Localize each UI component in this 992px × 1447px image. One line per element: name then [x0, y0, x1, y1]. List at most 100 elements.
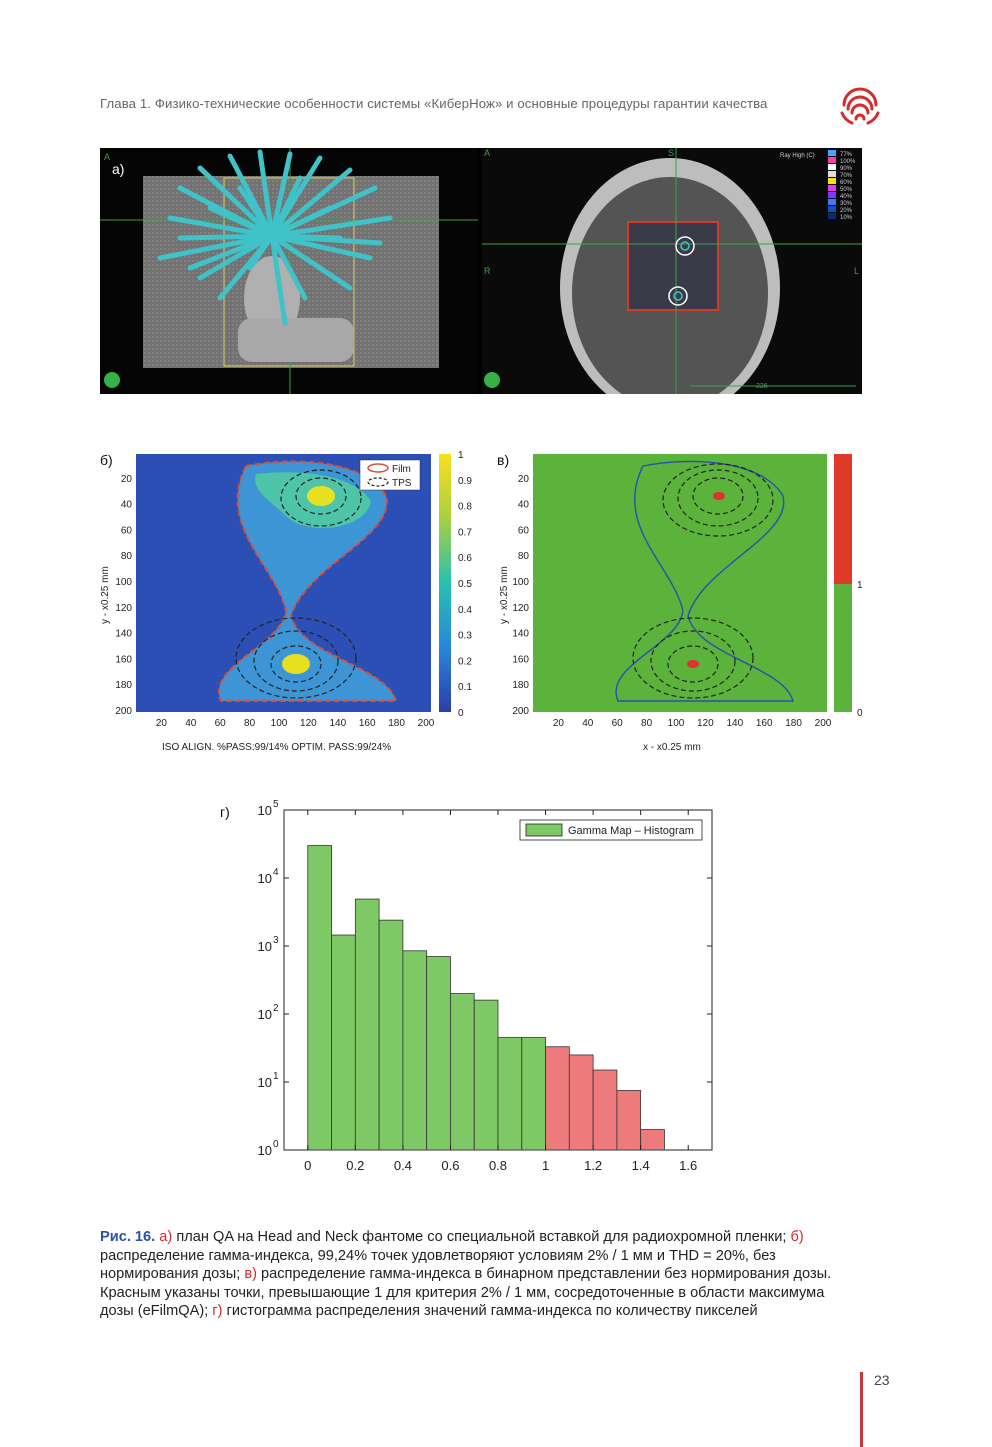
c-xtick-100: 100 [668, 718, 685, 729]
b-ytick-40: 40 [121, 500, 133, 511]
hist-xtick-1: 1 [542, 1158, 549, 1173]
legend-level-2: 90% [840, 166, 853, 172]
publisher-logo [840, 87, 880, 125]
gamma-histogram: 0 0.2 0.4 0.6 0.8 1 1.2 1.4 1.6 10 010 110 210 310 41… [258, 799, 713, 1173]
hist-xtick-0: 0 [304, 1158, 311, 1173]
histogram-bar [592, 1069, 618, 1151]
legend-swatch-3 [828, 171, 836, 177]
panel-c-cb-tick-1: 1 [857, 580, 863, 591]
c-ytick-100: 100 [512, 577, 529, 588]
legend-level-5: 50% [840, 187, 853, 193]
legend-level-1: 100% [840, 159, 856, 165]
b-xtick-20: 20 [156, 718, 168, 729]
histogram-bar [426, 956, 451, 1151]
b-xtick-120: 120 [300, 718, 317, 729]
legend-tps-label: TPS [392, 478, 412, 489]
b-ytick-140: 140 [115, 629, 132, 640]
b-ytick-200: 200 [115, 706, 132, 717]
histogram-bar [378, 919, 404, 1151]
legend-level-3: 70% [840, 173, 853, 179]
legend-swatch-5 [828, 185, 836, 191]
c-xtick-140: 140 [726, 718, 743, 729]
c-xtick-20: 20 [553, 718, 565, 729]
b-cbtick-5: 0.5 [458, 579, 472, 590]
caption-c-text: распределение гамма-индекса в бинарном п… [100, 1266, 832, 1320]
head-orientation-icon [104, 372, 120, 388]
c-ytick-60: 60 [518, 525, 530, 536]
b-ytick-100: 100 [115, 577, 132, 588]
b-cbtick-1: 0.9 [458, 476, 472, 487]
hist-xtick-1.6: 1.6 [679, 1158, 697, 1173]
histogram-bar [354, 898, 380, 1151]
b-ytick-60: 60 [121, 525, 133, 536]
panel-c-ylabel: y - x0.25 mm [499, 566, 510, 624]
legend-level-7: 30% [840, 201, 853, 207]
b-cbtick-0: 1 [458, 450, 464, 461]
hist-ytick-exp-5: 5 [273, 799, 279, 810]
legend-level-6: 40% [840, 194, 853, 200]
hist-xtick-0.2: 0.2 [346, 1158, 364, 1173]
legend-swatch-2 [828, 164, 836, 170]
b-cbtick-2: 0.8 [458, 502, 472, 513]
legend-level-0: 77% [840, 152, 853, 158]
legend-level-9: 10% [840, 215, 853, 221]
c-xtick-200: 200 [815, 718, 832, 729]
b-xtick-80: 80 [244, 718, 256, 729]
histogram-bar [450, 993, 475, 1151]
c-xtick-160: 160 [756, 718, 773, 729]
c-ytick-120: 120 [512, 603, 529, 614]
right-right-marker: L [854, 266, 859, 276]
c-ytick-180: 180 [512, 680, 529, 691]
panel-c-xlabel: x - x0.25 mm [643, 742, 701, 753]
b-ytick-180: 180 [115, 680, 132, 691]
b-ytick-120: 120 [115, 603, 132, 614]
caption-b-text: распределение гамма-индекса, 99,24% точе… [100, 1247, 776, 1283]
ruler-value: 226 [756, 383, 768, 390]
b-cbtick-3: 0.7 [458, 527, 472, 538]
c-xtick-80: 80 [641, 718, 653, 729]
figure-caption: Рис. 16. а) план QA на Head and Neck фан… [100, 1228, 860, 1321]
c-ytick-160: 160 [512, 654, 529, 665]
c-xtick-60: 60 [612, 718, 624, 729]
panel-c-cb-tick-0: 0 [857, 708, 863, 719]
caption-c-label: в) [244, 1266, 257, 1283]
hist-xtick-0.8: 0.8 [489, 1158, 507, 1173]
hist-ytick-10^4: 10 [258, 871, 272, 886]
legend-swatch-8 [828, 206, 836, 212]
histogram-bar [331, 934, 356, 1151]
left-view-marker: A [104, 152, 110, 162]
c-ytick-80: 80 [518, 551, 530, 562]
page-number: 23 [874, 1372, 890, 1388]
legend-film-label: Film [392, 464, 411, 475]
hist-ytick-10^2: 10 [258, 1007, 272, 1022]
b-ytick-20: 20 [121, 474, 133, 485]
legend-level-4: 60% [840, 180, 853, 186]
hist-xtick-0.4: 0.4 [394, 1158, 412, 1173]
b-xtick-160: 160 [359, 718, 376, 729]
c-ytick-200: 200 [512, 706, 529, 717]
histogram-legend [519, 819, 703, 841]
panel-c-label: в) [497, 452, 510, 468]
b-xtick-180: 180 [388, 718, 405, 729]
legend-level-8: 20% [840, 208, 853, 214]
running-header: Глава 1. Физико-технические особенности … [100, 96, 768, 111]
b-cbtick-9: 0.1 [458, 682, 472, 693]
hist-xtick-0.6: 0.6 [441, 1158, 459, 1173]
legend-swatch-0 [828, 150, 836, 156]
panel-b-ylabel: y - x0.25 mm [100, 566, 111, 624]
c-xtick-40: 40 [582, 718, 594, 729]
histogram-bar [402, 950, 428, 1151]
panel-a-treatment-plan: A а) A S R L Ray High (C) 77% 100% 90% 70% 6… [100, 148, 862, 394]
b-cbtick-7: 0.3 [458, 631, 472, 642]
hist-xtick-1.2: 1.2 [584, 1158, 602, 1173]
b-cbtick-6: 0.4 [458, 605, 472, 616]
panel-b-label: б) [100, 452, 113, 468]
b-xtick-200: 200 [418, 718, 435, 729]
histogram-bar [521, 1037, 546, 1151]
hist-ytick-exp-3: 3 [273, 935, 279, 946]
b-xtick-100: 100 [271, 718, 288, 729]
ray-label: Ray High (C) [780, 153, 815, 159]
b-ytick-160: 160 [115, 654, 132, 665]
